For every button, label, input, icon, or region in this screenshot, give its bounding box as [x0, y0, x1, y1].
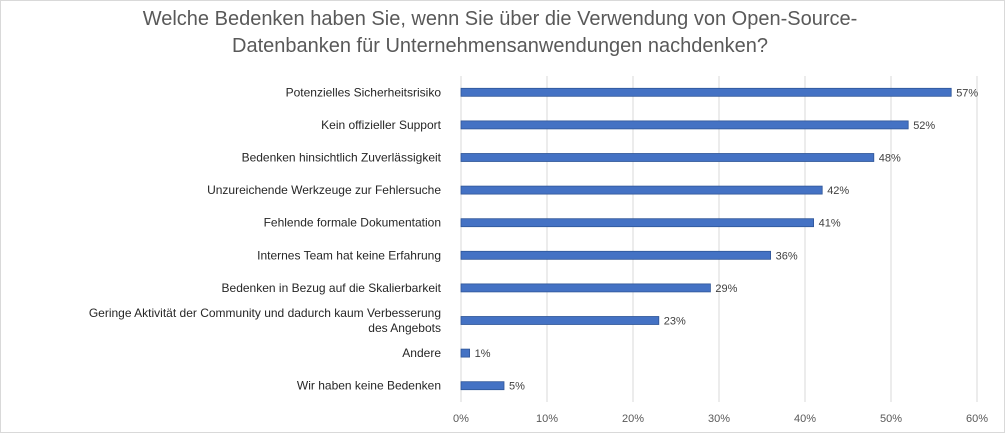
x-tick-label: 10%: [536, 413, 558, 425]
gridlines: [460, 76, 978, 402]
bar: [460, 218, 815, 228]
bar: [460, 316, 660, 325]
x-tick-label: 0%: [453, 413, 469, 425]
data-label: 29%: [715, 283, 737, 295]
x-tick-label: 20%: [622, 413, 644, 425]
bar: [460, 381, 505, 391]
category-label: Andere: [402, 346, 441, 360]
category-label: Bedenken in Bezug auf die Skalierbarkeit: [222, 281, 442, 295]
category-label: Potenzielles Sicherheitsrisiko: [286, 85, 442, 99]
category-labels: Potenzielles Sicherheitsrisiko Kein offiz…: [89, 85, 442, 392]
category-label: Fehlende formale Dokumentation: [264, 216, 441, 230]
x-tick-label: 30%: [708, 413, 730, 425]
data-label: 42%: [827, 185, 849, 197]
data-label: 52%: [913, 120, 935, 132]
bar: [460, 348, 471, 358]
bar: [460, 185, 823, 195]
chart-title: Welche Bedenken haben Sie, wenn Sie über…: [142, 8, 858, 57]
bar: [460, 120, 909, 130]
x-axis-tick-labels: 0% 10% 20% 30% 40% 50% 60%: [453, 413, 988, 425]
bar: [460, 87, 952, 97]
data-label: 36%: [776, 250, 798, 262]
bar: [460, 250, 772, 260]
x-tick-label: 40%: [794, 413, 816, 425]
data-label: 23%: [664, 316, 686, 328]
category-label: Kein offizieller Support: [321, 118, 442, 132]
data-label: 41%: [819, 218, 841, 230]
category-label: Unzureichende Werkzeuge zur Fehlersuche: [207, 183, 441, 197]
data-label: 1%: [475, 348, 491, 360]
data-label: 5%: [509, 381, 525, 393]
data-label: 57%: [956, 87, 978, 99]
category-label: Internes Team hat keine Erfahrung: [257, 248, 441, 262]
data-label: 48%: [879, 153, 901, 165]
category-label: Geringe Aktivität der Community und dadu…: [89, 306, 441, 335]
category-label: Bedenken hinsichtlich Zuverlässigkeit: [242, 151, 442, 165]
category-label: Wir haben keine Bedenken: [297, 379, 441, 393]
bars: 57% 52% 48% 42% 41% 36% 29% 23% 1% 5%: [460, 87, 978, 393]
x-tick-label: 50%: [880, 413, 902, 425]
bar: [460, 283, 711, 293]
x-tick-label: 60%: [966, 413, 988, 425]
bar: [460, 153, 875, 162]
